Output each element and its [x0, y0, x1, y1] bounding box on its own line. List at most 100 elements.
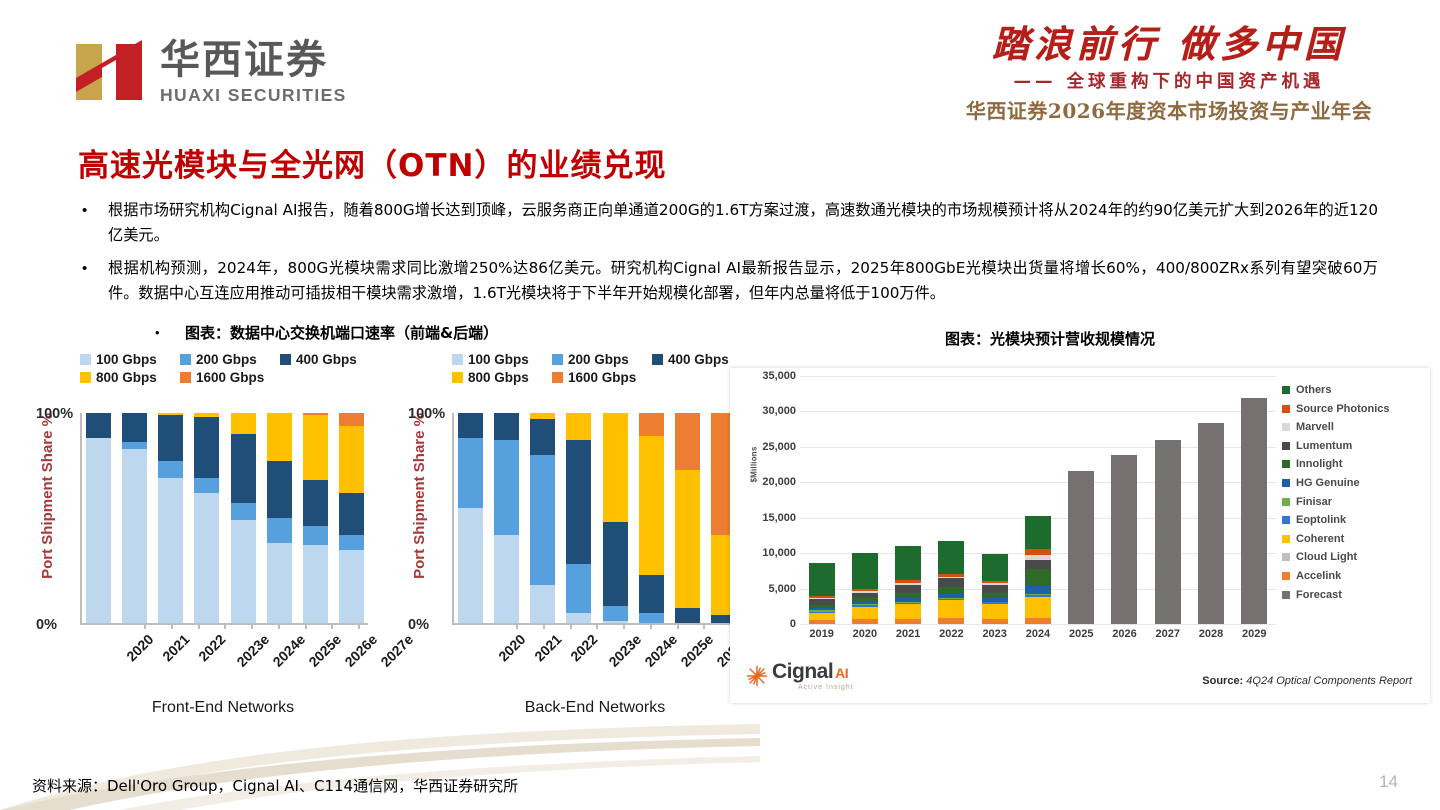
legend-swatch	[452, 372, 463, 383]
stacked-bar	[851, 553, 878, 624]
stacked-bar	[302, 413, 328, 623]
legend-item: Coherent	[1282, 533, 1422, 545]
bar-segment	[981, 598, 1008, 602]
y-tick-label: 35,000	[762, 370, 796, 382]
legend-label: Others	[1296, 384, 1332, 396]
legend-swatch	[1282, 441, 1290, 450]
gridline	[800, 376, 1276, 377]
gridline	[800, 624, 1276, 625]
legend-label: HG Genuine	[1296, 476, 1360, 489]
stacked-bar	[530, 413, 556, 623]
legend-swatch	[180, 372, 191, 383]
bar-segment	[638, 612, 664, 623]
bar-segment	[602, 620, 628, 623]
chart-source-note: Source: 4Q24 Optical Components Report	[1202, 675, 1412, 687]
x-tick-label: 2027	[1155, 628, 1180, 640]
legend-item: Finisar	[1282, 496, 1422, 508]
x-tick-label: 2021	[895, 628, 921, 640]
bar-segment	[851, 619, 878, 624]
x-tick-label: 2020	[852, 628, 878, 640]
bar-segment	[302, 526, 328, 546]
stacked-bar	[1198, 423, 1225, 624]
x-tick-label: 2020	[495, 631, 529, 665]
bar-segment	[602, 413, 628, 523]
bar-segment	[895, 580, 922, 584]
y-tick-bottom: 0%	[36, 617, 57, 633]
tick-mark	[676, 623, 679, 629]
bar-segment	[938, 587, 965, 594]
bar-segment	[938, 593, 965, 598]
chart-front-end-networks: 100 Gbps 200 Gbps 400 Gbps 800 Gbps 1600 Gbp…	[18, 352, 416, 717]
stacked-bar	[194, 413, 220, 623]
bar-segment	[895, 584, 922, 593]
cignal-ai-logo: Cignal AI Active Insight	[746, 661, 854, 691]
bar-segment	[158, 413, 184, 416]
bar-segment	[1241, 397, 1268, 624]
bar-segment	[494, 440, 520, 535]
bar-segment	[808, 563, 835, 596]
x-tick-label: 2024e	[269, 631, 309, 670]
x-tick-label: 2024e	[641, 631, 681, 670]
axis-box	[452, 413, 740, 629]
bar-segment	[674, 608, 700, 623]
bar-segment	[981, 584, 1008, 593]
legend-item: 400 Gbps	[652, 352, 752, 367]
bar-segment	[338, 549, 364, 623]
bar-segment	[158, 461, 184, 479]
legend-label: Finisar	[1296, 495, 1333, 508]
bar-segment	[674, 413, 700, 470]
legend-label: 400 Gbps	[668, 352, 729, 367]
bar-segment	[808, 609, 835, 612]
legend-label: 200 Gbps	[568, 352, 629, 367]
legend-item: 200 Gbps	[552, 352, 652, 367]
legend-item: Lumentum	[1282, 440, 1422, 452]
stacked-bar	[266, 413, 292, 623]
bullet-list: • 根据市场研究机构Cignal AI报告，随着800G增长达到顶峰，云服务商正…	[78, 198, 1378, 314]
bar-segment	[566, 413, 592, 441]
bar-segment	[1024, 548, 1051, 556]
x-tick-label: 2028	[1198, 628, 1224, 640]
x-tick-label: 2025	[1068, 628, 1094, 640]
x-axis-labels: 2019 2020 2021 2022 2023 2024 2025 2026 2027 2028…	[800, 628, 1276, 640]
bar-segment	[302, 480, 328, 527]
bar-segment	[1024, 586, 1051, 595]
bar-segment	[981, 583, 1008, 585]
legend-swatch	[452, 354, 463, 365]
banner-subtitle: —— 全球重构下的中国资产机遇	[1013, 71, 1325, 92]
legend-label: Source Photonics	[1296, 402, 1390, 415]
bullet-marker-icon: •	[155, 325, 160, 340]
bar-segment	[1024, 555, 1051, 560]
tick-mark	[569, 623, 572, 629]
legend-item: 1600 Gbps	[552, 370, 652, 385]
bar-segment	[302, 545, 328, 623]
legend-label: Cloud Light	[1296, 551, 1358, 564]
bar-segment	[938, 597, 965, 599]
legend-swatch	[1282, 571, 1290, 580]
chart-footer: Cignal AI Active Insight Source: 4Q24 Opt…	[730, 659, 1430, 703]
legend-label: Coherent	[1296, 532, 1345, 545]
tick-mark	[251, 623, 253, 629]
bar-segment	[851, 591, 878, 593]
tick-mark	[516, 623, 518, 629]
tick-mark	[358, 623, 360, 629]
y-tick-top: 100%	[36, 406, 74, 422]
legend-item: Others	[1282, 384, 1422, 396]
bar-segment	[194, 492, 220, 623]
x-tick-label: 2024	[1025, 628, 1051, 640]
bar-segment	[808, 604, 835, 608]
bar-segment	[981, 553, 1008, 581]
bar-segment	[266, 543, 292, 623]
y-tick-label: 5,000	[768, 582, 796, 595]
bar-segment	[230, 520, 256, 623]
bar-segment	[981, 602, 1008, 604]
bar-segment	[808, 611, 835, 614]
bar-segment	[230, 503, 256, 521]
bar-segment	[938, 576, 965, 579]
legend-swatch	[552, 372, 563, 383]
y-tick-top: 100%	[408, 406, 446, 422]
cignal-name: Cignal	[772, 660, 834, 683]
tick-mark	[542, 623, 545, 629]
bar-segment	[266, 413, 292, 462]
bar-segment	[895, 602, 922, 605]
